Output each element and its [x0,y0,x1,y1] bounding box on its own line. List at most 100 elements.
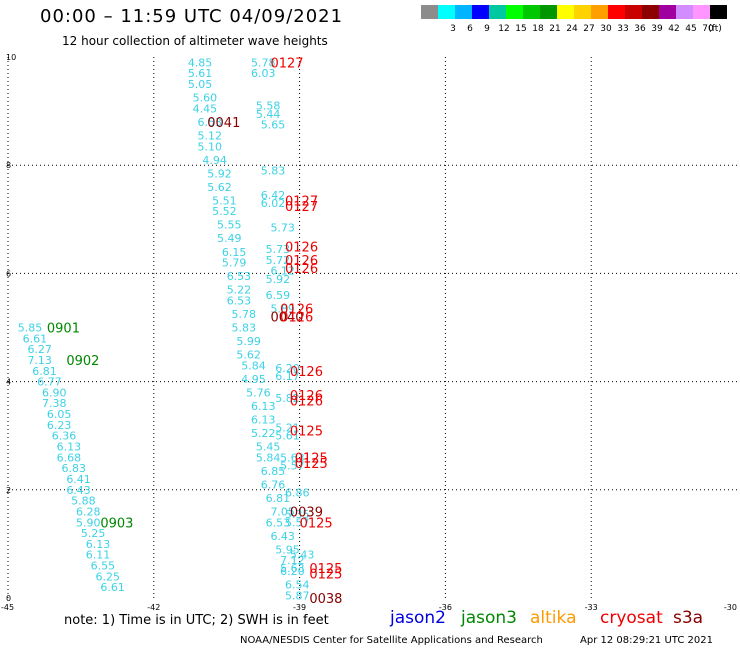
swh-value-label: 5.05 [188,78,213,91]
color-scale-legend: 3 6 9 12 15 18 21 24 27 30 33 36 39 42 45 70(ft) [421,5,727,34]
swh-value-label: 5.90 [76,516,101,529]
pass-time-label: 0126 [285,254,318,269]
x-tick-label: -33 [585,603,598,612]
swh-value-label: 5.62 [207,181,232,194]
swh-value-label: 6.12 [270,265,295,278]
swh-value-label: 6.02 [261,197,286,210]
pass-time-label: 0127 [285,200,318,215]
x-tick-label: -42 [147,603,160,612]
scale-label: 45 [685,24,696,34]
swh-value-label: 5.83 [232,322,257,335]
scale-swatch [472,5,489,19]
swh-value-label: 4.95 [241,373,266,386]
scale-swatch [625,5,642,19]
swh-value-label: 7.38 [42,397,67,410]
y-tick-label: 2 [6,486,11,495]
pass-time-label: 0126 [280,311,313,326]
swh-value-label: 5.84 [241,359,266,372]
swh-value-label: 6.05 [47,408,72,421]
pass-time-label: 0126 [285,262,318,277]
swh-value-label: 6.83 [61,462,86,475]
scale-label: 21 [549,24,560,34]
pass-time-label: 0127 [270,56,303,71]
swh-value-label: 5.76 [246,386,271,399]
swh-value-label: 5.65 [261,119,286,132]
pass-time-label: 0125 [300,516,333,531]
scale-swatch [438,5,455,19]
generated-timestamp: Apr 12 08:29:21 UTC 2021 [580,635,713,646]
scale-swatch [574,5,591,19]
swh-value-label: 6.53 [227,294,252,307]
swh-value-label: 5.85 [18,322,43,335]
satellite-legend-jason3: jason3 [461,608,517,628]
swh-value-label: 7.05 [270,505,295,518]
pass-time-label: 0126 [290,389,323,404]
swh-value-label: 6.36 [52,430,77,443]
pass-time-label: 0040 [270,311,303,326]
swh-value-label: 5.12 [198,129,223,142]
scale-label: 3 [450,24,456,34]
pass-time-label: 0125 [309,568,342,583]
swh-value-label: 6.90 [42,386,67,399]
swh-value-label: 6.20 [280,565,305,578]
swh-value-label: 5.73 [266,243,291,256]
swh-value-label: 6.43 [66,484,91,497]
swh-value-label: 6.81 [266,492,291,505]
scale-swatch [523,5,540,19]
scale-label: 33 [617,24,628,34]
scale-swatch [710,5,727,19]
swh-value-label: 5.73 [270,221,295,234]
swh-value-label: 5.61 [275,430,300,443]
pass-time-label: 0903 [100,516,133,531]
swh-value-label: 5.60 [193,92,218,105]
footnote: note: 1) Time is in UTC; 2) SWH is in fe… [64,613,329,628]
swh-value-label: 6.25 [95,570,120,583]
pass-time-label: 0902 [66,354,99,369]
x-tick-label: -45 [1,603,14,612]
swh-value-label: 6.53 [266,516,291,529]
y-tick-label: 4 [6,378,11,387]
scale-swatch [693,5,710,19]
swh-value-label: 5.57 [285,516,310,529]
swh-value-label: 6.13 [251,413,276,426]
swh-value-label: 7.12 [280,554,305,567]
swh-value-label: 5.99 [236,335,260,348]
swh-value-label: 5.92 [207,167,232,180]
swh-value-label: 6.55 [91,560,116,573]
swh-value-label: 6.54 [285,578,310,591]
swh-value-label: 5.79 [222,257,247,270]
swh-value-label: 5.78 [232,308,257,321]
swh-value-label: 5.10 [198,140,223,153]
swh-value-label: 6.61 [23,332,48,345]
swh-value-label: 6.86 [285,487,310,500]
scale-label: 27 [583,24,594,34]
scale-label: 30 [600,24,612,34]
swh-value-label: 5.62 [236,349,260,362]
pass-time-label: 0125 [295,451,328,466]
swh-value-label: 5.83 [261,165,286,178]
scale-swatch [421,5,438,19]
swh-value-label: 6.13 [57,441,82,454]
swh-value-label: 6.13 [251,400,276,413]
swh-value-label: 5.49 [217,232,242,245]
swh-value-label: 5.82 [275,392,300,405]
x-tick-label: -39 [293,603,306,612]
swh-value-label: 5.72 [266,254,291,267]
swh-value-label: 5.63 [280,451,305,464]
swh-value-label: 5.52 [212,205,237,218]
swh-value-label: 5.92 [266,273,291,286]
scale-swatch [455,5,472,19]
swh-value-label: 6.15 [222,246,247,259]
scale-label: 39 [651,24,663,34]
scale-swatch [506,5,523,19]
swh-value-label: 5.87 [285,589,310,602]
swh-value-label: 6.41 [66,473,91,486]
swh-value-label: 6.59 [266,289,291,302]
satellite-legend-cryosat: cryosat [600,608,663,628]
swh-value-label: 6.28 [76,505,101,518]
swh-value-label: 6.43 [270,530,295,543]
satellite-legend-s3a: s3a [673,608,704,628]
scale-swatch [642,5,659,19]
swh-value-label: 5.57 [280,459,305,472]
scale-swatch [608,5,625,19]
